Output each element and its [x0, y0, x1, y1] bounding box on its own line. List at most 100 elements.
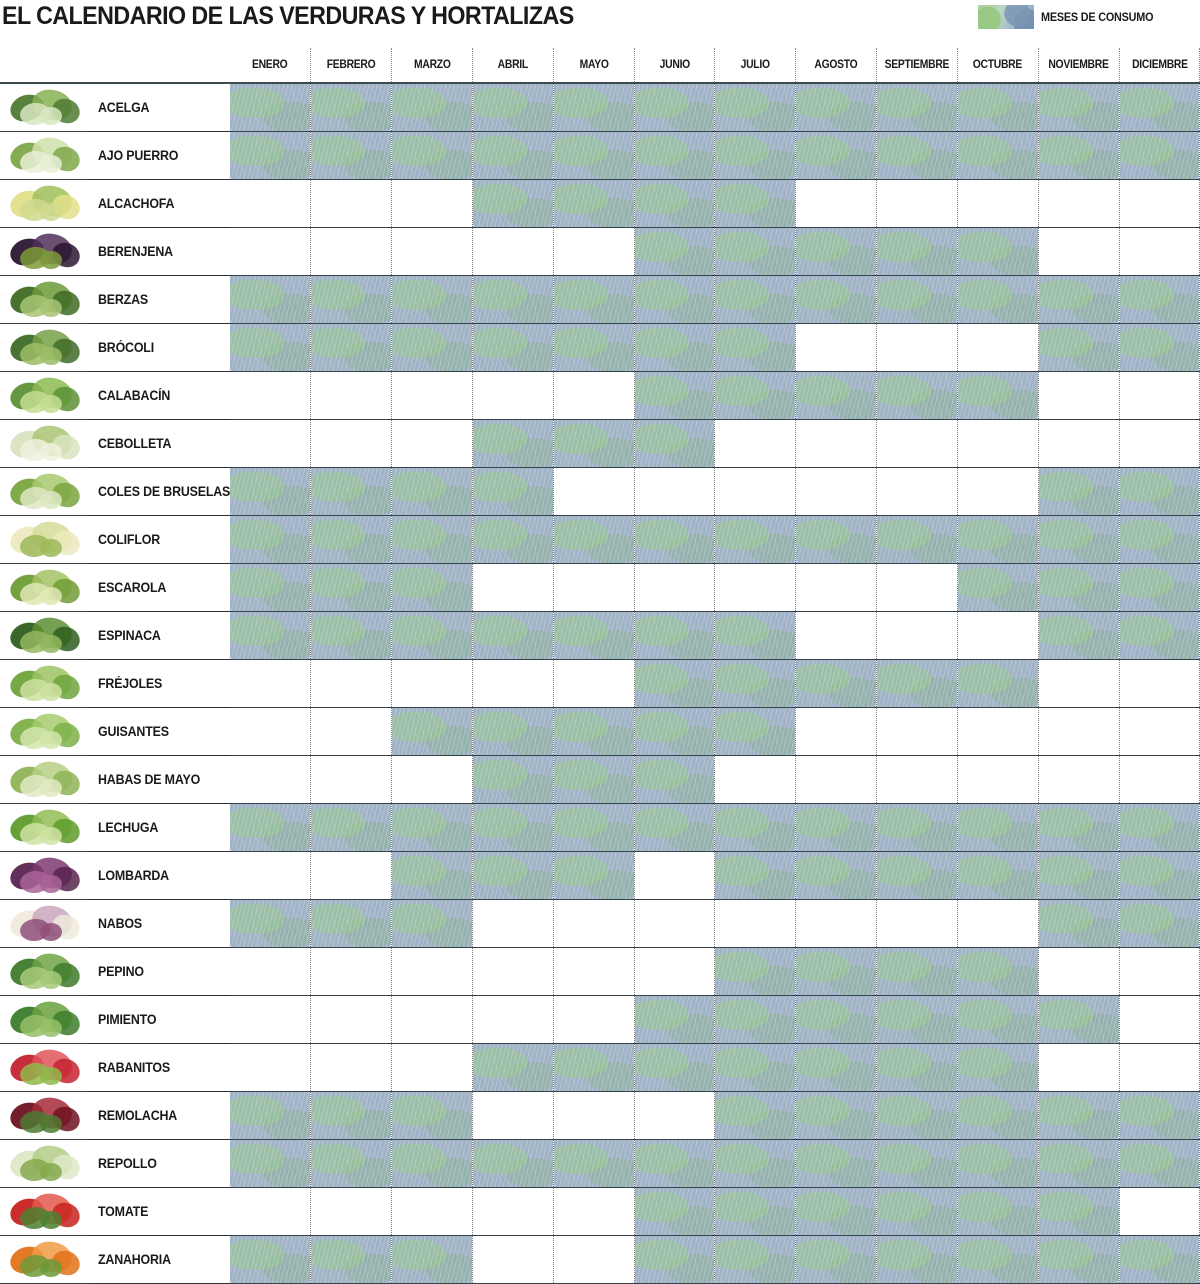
month-cell-julio[interactable] — [714, 1187, 797, 1236]
month-cell-noviembre[interactable] — [1038, 1091, 1120, 1140]
month-cell-agosto[interactable] — [795, 131, 878, 180]
month-header-enero[interactable]: ENERO — [230, 48, 312, 83]
month-cell-junio[interactable] — [634, 275, 716, 324]
month-cell-junio[interactable] — [634, 947, 716, 996]
month-header-noviembre[interactable]: NOVIEMBRE — [1038, 48, 1120, 83]
vegetable-name-cell[interactable]: NABOS — [90, 898, 230, 948]
month-cell-diciembre[interactable] — [1119, 899, 1200, 948]
month-cell-marzo[interactable] — [391, 851, 473, 900]
month-cell-enero[interactable] — [230, 803, 312, 852]
month-cell-marzo[interactable] — [391, 179, 473, 228]
month-cell-marzo[interactable] — [391, 275, 473, 324]
month-cell-abril[interactable] — [472, 1043, 554, 1092]
month-cell-diciembre[interactable] — [1119, 947, 1200, 996]
month-cell-septiembre[interactable] — [876, 1139, 958, 1188]
month-cell-enero[interactable] — [230, 947, 312, 996]
month-cell-marzo[interactable] — [391, 467, 473, 516]
month-cell-diciembre[interactable] — [1119, 563, 1200, 612]
vegetable-name-cell[interactable]: COLIFLOR — [90, 514, 230, 564]
month-cell-junio[interactable] — [634, 803, 716, 852]
month-cell-junio[interactable] — [634, 323, 716, 372]
month-cell-julio[interactable] — [714, 1043, 797, 1092]
month-cell-agosto[interactable] — [795, 323, 878, 372]
month-cell-abril[interactable] — [472, 515, 554, 564]
month-cell-marzo[interactable] — [391, 131, 473, 180]
month-cell-marzo[interactable] — [391, 1091, 473, 1140]
month-cell-agosto[interactable] — [795, 179, 878, 228]
month-cell-noviembre[interactable] — [1038, 611, 1120, 660]
month-cell-noviembre[interactable] — [1038, 467, 1120, 516]
month-cell-junio[interactable] — [634, 851, 716, 900]
month-cell-mayo[interactable] — [553, 851, 635, 900]
month-cell-diciembre[interactable] — [1119, 611, 1200, 660]
month-cell-febrero[interactable] — [310, 323, 393, 372]
month-cell-julio[interactable] — [714, 707, 797, 756]
month-cell-febrero[interactable] — [310, 131, 393, 180]
month-cell-noviembre[interactable] — [1038, 947, 1120, 996]
month-cell-abril[interactable] — [472, 755, 554, 804]
month-cell-diciembre[interactable] — [1119, 515, 1200, 564]
month-cell-enero[interactable] — [230, 1139, 312, 1188]
vegetable-name-cell[interactable]: CALABACÍN — [90, 370, 230, 420]
month-cell-agosto[interactable] — [795, 947, 878, 996]
month-cell-febrero[interactable] — [310, 995, 393, 1044]
month-cell-enero[interactable] — [230, 1235, 312, 1284]
month-header-septiembre[interactable]: SEPTIEMBRE — [876, 48, 958, 83]
month-cell-enero[interactable] — [230, 707, 312, 756]
vegetable-name-cell[interactable]: REPOLLO — [90, 1138, 230, 1188]
month-cell-agosto[interactable] — [795, 755, 878, 804]
month-cell-julio[interactable] — [714, 1139, 797, 1188]
month-cell-mayo[interactable] — [553, 227, 635, 276]
month-cell-mayo[interactable] — [553, 659, 635, 708]
month-cell-febrero[interactable] — [310, 1091, 393, 1140]
month-cell-noviembre[interactable] — [1038, 1043, 1120, 1092]
month-cell-octubre[interactable] — [957, 947, 1039, 996]
month-cell-septiembre[interactable] — [876, 179, 958, 228]
month-cell-enero[interactable] — [230, 995, 312, 1044]
month-cell-diciembre[interactable] — [1119, 467, 1200, 516]
month-cell-agosto[interactable] — [795, 227, 878, 276]
month-cell-julio[interactable] — [714, 371, 797, 420]
month-cell-mayo[interactable] — [553, 467, 635, 516]
month-cell-mayo[interactable] — [553, 947, 635, 996]
month-cell-febrero[interactable] — [310, 1139, 393, 1188]
month-cell-septiembre[interactable] — [876, 803, 958, 852]
month-cell-enero[interactable] — [230, 1091, 312, 1140]
month-cell-octubre[interactable] — [957, 323, 1039, 372]
vegetable-name-cell[interactable]: CEBOLLETA — [90, 418, 230, 468]
month-cell-julio[interactable] — [714, 563, 797, 612]
month-cell-noviembre[interactable] — [1038, 179, 1120, 228]
month-cell-noviembre[interactable] — [1038, 659, 1120, 708]
month-cell-enero[interactable] — [230, 419, 312, 468]
month-cell-noviembre[interactable] — [1038, 83, 1120, 132]
month-cell-diciembre[interactable] — [1119, 227, 1200, 276]
month-cell-octubre[interactable] — [957, 1139, 1039, 1188]
month-cell-noviembre[interactable] — [1038, 995, 1120, 1044]
vegetable-name-cell[interactable]: RABANITOS — [90, 1042, 230, 1092]
month-cell-noviembre[interactable] — [1038, 1139, 1120, 1188]
month-cell-febrero[interactable] — [310, 1235, 393, 1284]
vegetable-name-cell[interactable]: PEPINO — [90, 946, 230, 996]
month-cell-diciembre[interactable] — [1119, 1043, 1200, 1092]
month-cell-junio[interactable] — [634, 611, 716, 660]
month-cell-septiembre[interactable] — [876, 611, 958, 660]
month-cell-septiembre[interactable] — [876, 323, 958, 372]
vegetable-name-cell[interactable]: LOMBARDA — [90, 850, 230, 900]
month-cell-octubre[interactable] — [957, 179, 1039, 228]
month-cell-abril[interactable] — [472, 611, 554, 660]
month-cell-febrero[interactable] — [310, 179, 393, 228]
month-cell-mayo[interactable] — [553, 419, 635, 468]
month-cell-abril[interactable] — [472, 1187, 554, 1236]
month-cell-abril[interactable] — [472, 1091, 554, 1140]
month-cell-agosto[interactable] — [795, 1091, 878, 1140]
vegetable-name-cell[interactable]: AJO PUERRO — [90, 130, 230, 180]
month-cell-junio[interactable] — [634, 1091, 716, 1140]
month-cell-marzo[interactable] — [391, 899, 473, 948]
month-header-abril[interactable]: ABRIL — [472, 48, 554, 83]
month-cell-agosto[interactable] — [795, 899, 878, 948]
month-cell-marzo[interactable] — [391, 323, 473, 372]
month-cell-enero[interactable] — [230, 515, 312, 564]
month-cell-octubre[interactable] — [957, 1043, 1039, 1092]
vegetable-name-cell[interactable]: BERZAS — [90, 274, 230, 324]
month-cell-enero[interactable] — [230, 851, 312, 900]
